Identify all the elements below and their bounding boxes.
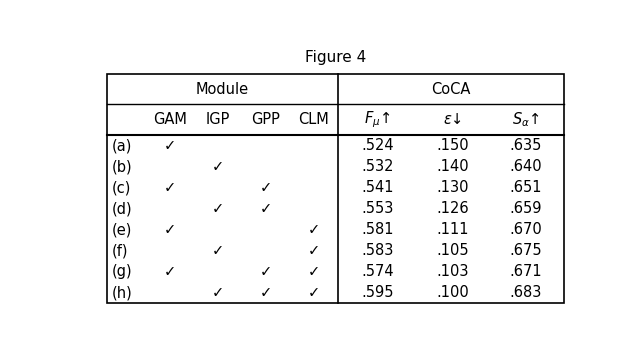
Text: (b): (b): [112, 159, 132, 174]
Text: .671: .671: [509, 264, 542, 279]
Text: GPP: GPP: [252, 112, 280, 127]
Text: ✓: ✓: [212, 243, 224, 259]
Text: .105: .105: [436, 243, 469, 259]
Text: ✓: ✓: [212, 159, 224, 174]
Text: ✓: ✓: [308, 222, 320, 237]
Text: ✓: ✓: [164, 138, 176, 153]
Text: .130: .130: [436, 180, 469, 195]
Text: ✓: ✓: [260, 264, 272, 279]
Text: .659: .659: [509, 201, 542, 216]
Text: .574: .574: [362, 264, 394, 279]
Text: .140: .140: [436, 159, 469, 174]
Text: .111: .111: [436, 222, 469, 237]
Text: .583: .583: [362, 243, 394, 259]
Text: (a): (a): [112, 138, 132, 153]
Text: ✓: ✓: [260, 286, 272, 301]
Text: .640: .640: [509, 159, 542, 174]
Text: GAM: GAM: [153, 112, 187, 127]
Text: .595: .595: [362, 286, 394, 301]
Text: ✓: ✓: [260, 180, 272, 195]
Text: .524: .524: [362, 138, 394, 153]
Text: ✓: ✓: [308, 243, 320, 259]
Text: Module: Module: [196, 82, 249, 96]
Bar: [108, 74, 564, 304]
Text: .635: .635: [510, 138, 542, 153]
Text: (h): (h): [112, 286, 132, 301]
Text: .150: .150: [436, 138, 469, 153]
Text: ✓: ✓: [308, 286, 320, 301]
Text: (e): (e): [112, 222, 132, 237]
Text: IGP: IGP: [205, 112, 230, 127]
Text: (d): (d): [112, 201, 132, 216]
Text: .670: .670: [509, 222, 542, 237]
Text: .651: .651: [509, 180, 542, 195]
Text: .675: .675: [509, 243, 542, 259]
Text: ✓: ✓: [260, 201, 272, 216]
Text: ✓: ✓: [164, 180, 176, 195]
Text: ✓: ✓: [164, 264, 176, 279]
Text: CLM: CLM: [298, 112, 329, 127]
Text: ✓: ✓: [308, 264, 320, 279]
Text: .553: .553: [362, 201, 394, 216]
Text: $\epsilon$↓: $\epsilon$↓: [444, 112, 463, 127]
Text: (c): (c): [112, 180, 131, 195]
Text: CoCA: CoCA: [431, 82, 470, 96]
Text: (f): (f): [112, 243, 129, 259]
Text: .581: .581: [362, 222, 394, 237]
Text: .532: .532: [362, 159, 394, 174]
Text: .683: .683: [510, 286, 542, 301]
Text: .541: .541: [362, 180, 394, 195]
Text: ✓: ✓: [212, 201, 224, 216]
Text: $S_\alpha$↑: $S_\alpha$↑: [512, 110, 540, 129]
Text: ✓: ✓: [164, 222, 176, 237]
Text: (g): (g): [112, 264, 132, 279]
Text: Figure 4: Figure 4: [305, 50, 366, 65]
Text: $F_\mu$↑: $F_\mu$↑: [364, 110, 391, 130]
Text: .100: .100: [436, 286, 469, 301]
Text: .103: .103: [436, 264, 469, 279]
Text: ✓: ✓: [212, 286, 224, 301]
Text: .126: .126: [436, 201, 469, 216]
